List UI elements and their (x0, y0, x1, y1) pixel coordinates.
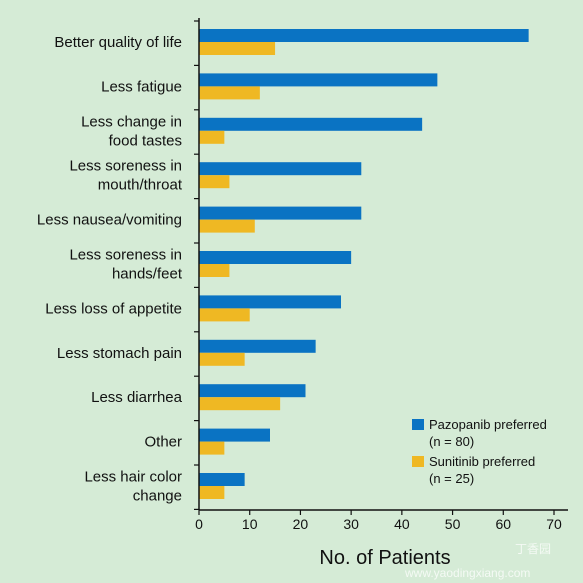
bar-sunitinib-2 (199, 130, 225, 144)
legend-swatch-sunitinib (412, 456, 424, 467)
category-label-7-0: Less stomach pain (57, 345, 182, 362)
category-label-10-1: change (133, 488, 182, 505)
bar-sunitinib-7 (199, 352, 245, 366)
bar-sunitinib-9 (199, 441, 225, 455)
watermark-logo-text: 丁香园 (515, 542, 551, 556)
x-tick-label-30: 30 (343, 516, 359, 532)
x-axis-title: No. of Patients (319, 547, 450, 569)
legend-swatch-pazopanib (412, 419, 424, 430)
category-label-3-1: mouth/throat (98, 177, 183, 194)
bar-pazopanib-4 (199, 206, 362, 220)
category-label-8-0: Less diarrhea (91, 389, 183, 406)
axes: 0 10 20 30 40 50 60 70 (194, 18, 568, 532)
category-label-5-0: Less soreness in (69, 247, 182, 264)
bar-sunitinib-5 (199, 264, 230, 277)
watermark-url: www.yaodingxiang.com (404, 566, 530, 580)
x-tick-label-20: 20 (293, 516, 309, 532)
bar-sunitinib-0 (199, 42, 276, 55)
bars-layer (199, 29, 529, 499)
bar-pazopanib-9 (199, 428, 270, 442)
bar-pazopanib-10 (199, 473, 245, 486)
x-tick-label-50: 50 (445, 516, 461, 532)
legend-label-sunitinib-1: (n = 25) (429, 471, 474, 486)
bar-sunitinib-4 (199, 219, 255, 233)
bar-pazopanib-0 (199, 29, 529, 42)
category-label-10-0: Less hair color (84, 469, 182, 486)
bar-sunitinib-10 (199, 486, 225, 499)
category-label-3-0: Less soreness in (69, 158, 182, 175)
category-label-2-1: food tastes (109, 132, 182, 149)
bar-pazopanib-7 (199, 339, 316, 353)
x-tick-label-10: 10 (242, 516, 258, 532)
x-tick-label-40: 40 (394, 516, 410, 532)
x-tick-label-0: 0 (195, 516, 203, 532)
bar-sunitinib-3 (199, 175, 230, 189)
x-tick-label-70: 70 (546, 516, 562, 532)
category-label-5-1: hands/feet (112, 266, 183, 283)
bar-pazopanib-5 (199, 251, 352, 264)
x-tick-label-60: 60 (495, 516, 511, 532)
bar-pazopanib-2 (199, 117, 423, 131)
category-label-6-0: Less loss of appetite (45, 300, 182, 317)
bar-pazopanib-3 (199, 162, 362, 176)
bar-sunitinib-8 (199, 397, 281, 411)
bar-sunitinib-6 (199, 308, 250, 322)
legend-label-sunitinib-0: Sunitinib preferred (429, 454, 535, 469)
legend: Pazopanib preferred (n = 80) Sunitinib pre… (412, 417, 547, 486)
watermark: 丁香园 www.yaodingxiang.com (404, 542, 551, 580)
category-label-4-0: Less nausea/vomiting (37, 212, 182, 229)
bar-pazopanib-8 (199, 384, 306, 398)
category-labels: Better quality of life Less fatigue Less c… (37, 34, 183, 505)
bar-pazopanib-6 (199, 295, 341, 309)
legend-label-pazopanib-1: (n = 80) (429, 434, 474, 449)
bar-pazopanib-1 (199, 73, 438, 87)
legend-label-pazopanib-0: Pazopanib preferred (429, 417, 547, 432)
category-label-2-0: Less change in (81, 113, 182, 130)
bar-sunitinib-1 (199, 86, 260, 100)
category-label-9-0: Other (144, 434, 182, 451)
category-label-0-0: Better quality of life (54, 34, 182, 51)
category-label-1-0: Less fatigue (101, 78, 182, 95)
